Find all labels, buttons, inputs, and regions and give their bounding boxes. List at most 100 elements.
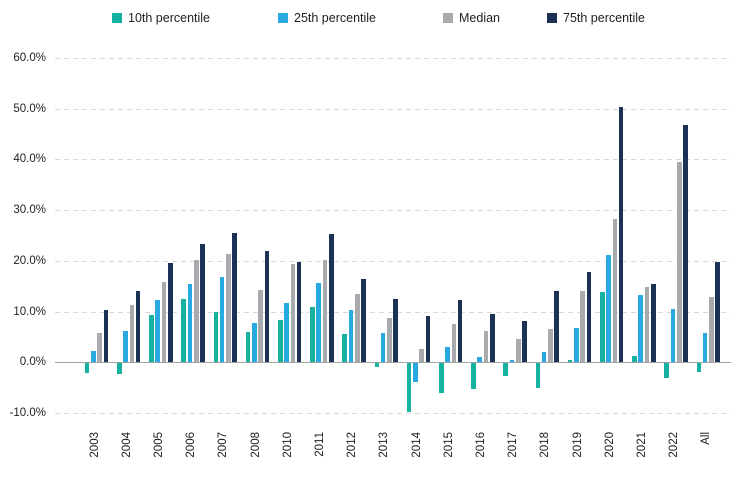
- legend-label: 25th percentile: [294, 11, 377, 25]
- bar-25th-percentile: [413, 363, 418, 382]
- legend-item-10th-percentile: 10th percentile: [112, 11, 210, 25]
- bar-10th-percentile: [149, 315, 154, 363]
- gridline: [55, 159, 731, 161]
- bar-75th-percentile: [554, 291, 560, 363]
- bar-median: [548, 329, 553, 363]
- x-axis-tick-label: 2008: [249, 432, 262, 458]
- bar-75th-percentile: [715, 262, 721, 363]
- x-axis-tick-label: 2017: [507, 432, 520, 458]
- legend-item-median: Median: [443, 11, 500, 25]
- bar-75th-percentile: [296, 262, 302, 363]
- bar-25th-percentile: [445, 347, 450, 363]
- bar-10th-percentile: [535, 363, 541, 389]
- y-axis-tick-label: -10.0%: [9, 407, 46, 419]
- bar-75th-percentile: [393, 298, 399, 363]
- bar-25th-percentile: [187, 283, 193, 363]
- bar-25th-percentile: [606, 255, 611, 363]
- bar-75th-percentile: [168, 262, 173, 363]
- bar-10th-percentile: [181, 299, 186, 363]
- x-axis-tick-label: 2005: [152, 432, 165, 458]
- bar-75th-percentile: [361, 279, 366, 363]
- legend-swatch-icon: [443, 13, 453, 23]
- bar-25th-percentile: [380, 333, 386, 363]
- bar-median: [419, 349, 424, 363]
- bar-median: [97, 332, 102, 363]
- y-axis-tick-label: 0.0%: [19, 356, 46, 369]
- bar-75th-percentile: [490, 314, 495, 363]
- bar-median: [387, 317, 392, 363]
- bar-25th-percentile: [284, 302, 289, 363]
- bar-median: [258, 289, 263, 363]
- bar-median: [676, 161, 682, 363]
- bar-25th-percentile: [91, 350, 96, 363]
- bar-25th-percentile: [670, 309, 676, 363]
- y-axis-tick-label: 20.0%: [13, 254, 46, 267]
- bar-25th-percentile: [574, 328, 579, 363]
- y-axis-tick-label: 30.0%: [13, 204, 46, 217]
- bar-75th-percentile: [651, 283, 656, 363]
- bar-median: [580, 291, 585, 363]
- legend-swatch-icon: [547, 13, 557, 23]
- gridline: [55, 210, 731, 212]
- bar-75th-percentile: [232, 233, 238, 363]
- bar-median: [483, 331, 489, 363]
- bar-median: [709, 297, 714, 363]
- bar-10th-percentile: [310, 307, 315, 363]
- bar-median: [161, 281, 167, 363]
- x-axis-tick-label: 2021: [635, 432, 648, 458]
- bar-10th-percentile: [664, 363, 669, 378]
- x-axis-tick-label: 2011: [313, 432, 326, 457]
- bar-25th-percentile: [252, 323, 257, 363]
- bar-75th-percentile: [425, 316, 431, 363]
- bar-25th-percentile: [316, 282, 322, 363]
- bar-10th-percentile: [567, 359, 573, 363]
- bar-median: [290, 264, 296, 363]
- y-axis-tick-label: 50.0%: [13, 102, 46, 115]
- bar-25th-percentile: [219, 277, 225, 363]
- gridline: [55, 108, 731, 110]
- y-axis-tick-label: 10.0%: [13, 305, 46, 318]
- bar-10th-percentile: [406, 363, 412, 413]
- x-axis-tick-label: All: [700, 432, 713, 445]
- bar-75th-percentile: [683, 124, 688, 363]
- bar-median: [129, 304, 135, 363]
- x-axis-tick-label: 2020: [603, 432, 616, 458]
- bar-25th-percentile: [509, 359, 515, 363]
- bar-median: [354, 293, 360, 363]
- x-axis-tick-label: 2018: [539, 432, 552, 458]
- legend-label: 75th percentile: [563, 11, 646, 25]
- legend-label: 10th percentile: [128, 11, 211, 25]
- bar-median: [322, 259, 328, 363]
- bar-median: [612, 218, 618, 363]
- y-axis-tick-label: 40.0%: [13, 153, 46, 166]
- bar-25th-percentile: [638, 294, 644, 363]
- bar-median: [644, 286, 650, 363]
- bar-25th-percentile: [541, 352, 547, 363]
- bar-10th-percentile: [471, 363, 476, 390]
- bar-10th-percentile: [632, 355, 637, 363]
- bar-10th-percentile: [374, 363, 380, 368]
- x-axis-tick-label: 2015: [442, 432, 455, 458]
- bar-10th-percentile: [213, 311, 219, 363]
- bar-10th-percentile: [342, 333, 347, 363]
- plot-area: [55, 58, 731, 414]
- bar-75th-percentile: [618, 106, 624, 363]
- bar-10th-percentile: [116, 363, 122, 374]
- x-axis-tick-label: 2013: [378, 432, 391, 458]
- bar-10th-percentile: [503, 363, 508, 377]
- bar-median: [451, 323, 457, 363]
- x-axis-tick-label: 2016: [474, 432, 487, 458]
- gridline: [55, 58, 731, 59]
- bar-10th-percentile: [438, 363, 444, 393]
- bar-75th-percentile: [264, 251, 270, 363]
- bar-median: [515, 339, 521, 363]
- bar-75th-percentile: [329, 233, 334, 363]
- bar-75th-percentile: [586, 272, 592, 363]
- zero-axis-line: [55, 362, 731, 364]
- y-axis-tick-label: 60.0%: [13, 52, 46, 64]
- x-axis-tick-label: 2006: [185, 432, 198, 458]
- bar-median: [226, 254, 231, 363]
- bar-25th-percentile: [702, 332, 708, 363]
- gridline: [55, 311, 731, 313]
